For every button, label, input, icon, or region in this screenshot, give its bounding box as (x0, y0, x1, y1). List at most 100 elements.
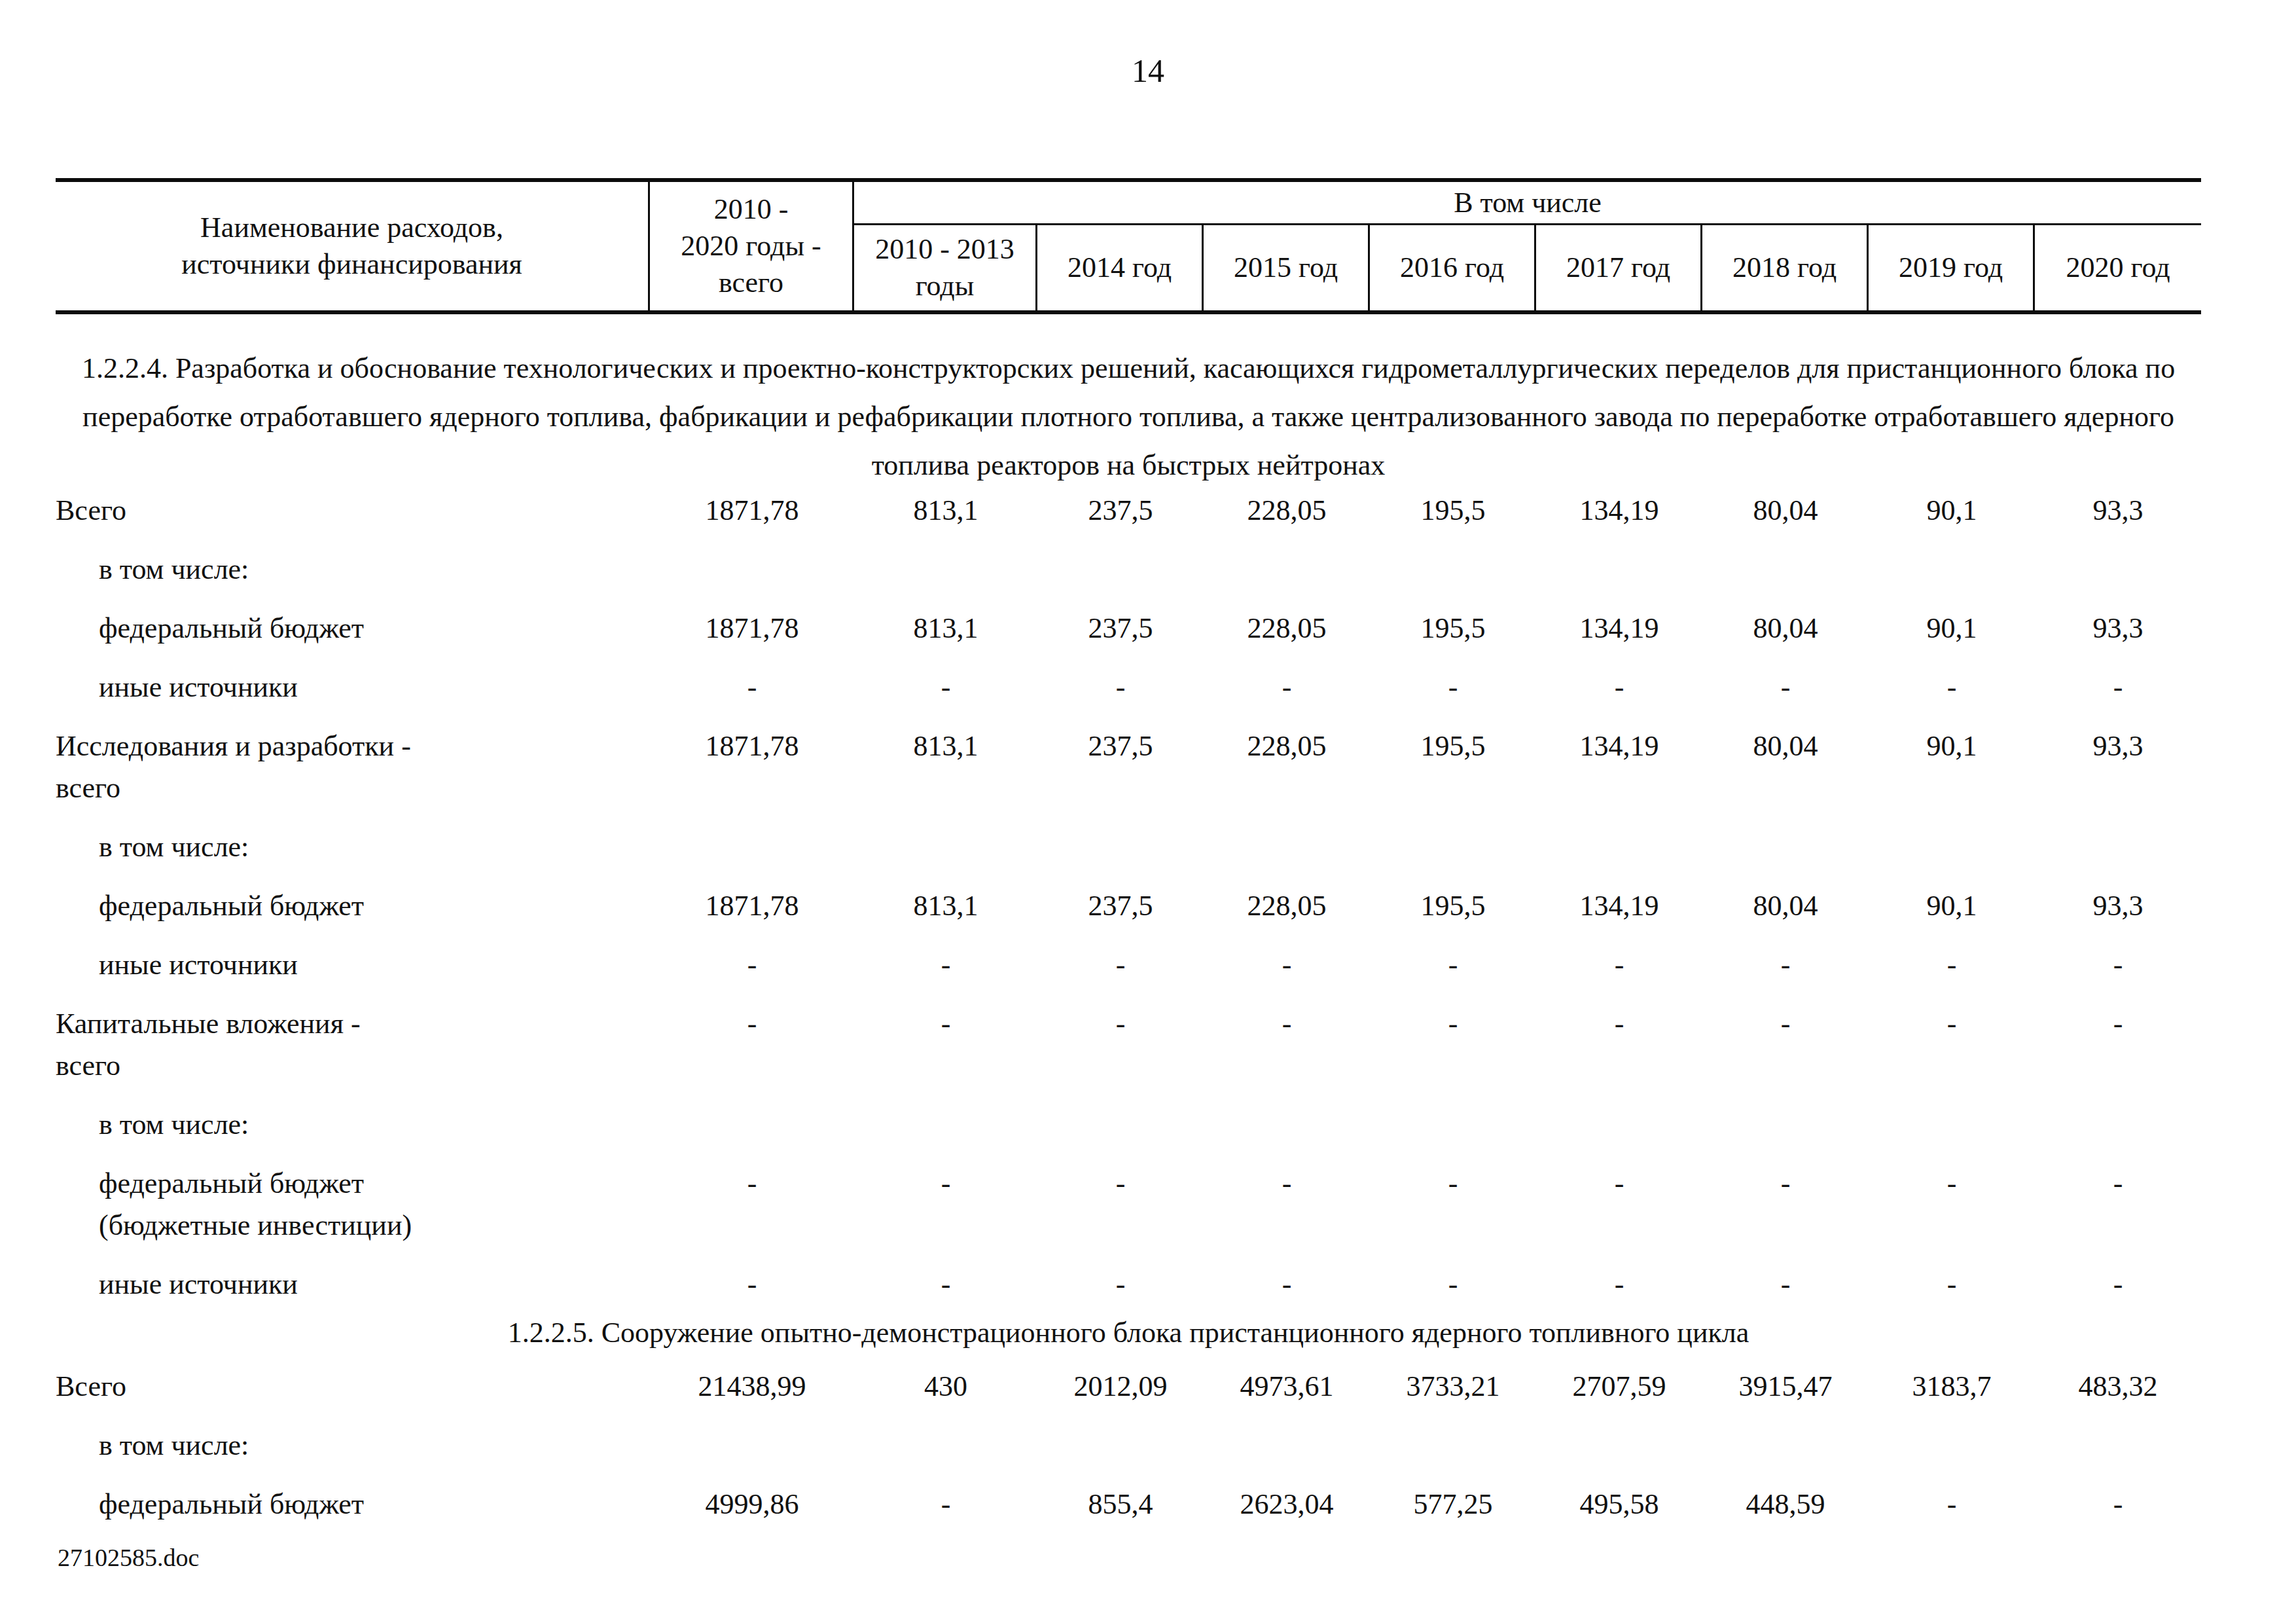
cell-value: - (650, 1163, 854, 1205)
cell-value: 195,5 (1370, 885, 1536, 927)
cell-value: - (1536, 666, 1702, 708)
page-number: 14 (0, 51, 2296, 90)
table-row: Всего 1871,78 813,1 237,5 228,05 195,5 1… (56, 490, 2201, 532)
cell-value: 80,04 (1702, 725, 1869, 767)
row-label-line: в том числе: (99, 1425, 634, 1467)
header-year-2020: 2020 год (2035, 225, 2201, 310)
row-label-line: федеральный бюджет (99, 1484, 634, 1525)
row-label: в том числе: (56, 549, 650, 591)
table-row: иные источники - - - - - - - - - (56, 666, 2201, 708)
cell-value: 1871,78 (650, 885, 854, 927)
cell-value: - (1536, 1003, 1702, 1045)
cell-value: - (1037, 944, 1204, 986)
cell-value: - (650, 944, 854, 986)
header-total-line-3: всего (719, 264, 783, 301)
cell-value: - (650, 1003, 854, 1045)
cell-value: - (2035, 1163, 2201, 1205)
cell-value: 134,19 (1536, 490, 1702, 532)
header-year-2016: 2016 год (1370, 225, 1536, 310)
cell-value: - (1536, 1264, 1702, 1305)
table-row: федеральный бюджет 1871,78 813,1 237,5 2… (56, 885, 2201, 927)
row-label-line: в том числе: (99, 826, 634, 868)
cell-value: 4999,86 (650, 1484, 854, 1525)
cell-value: - (650, 1264, 854, 1305)
table-row: Исследования и разработки - всего 1871,7… (56, 725, 2201, 809)
cell-value: 813,1 (854, 490, 1037, 532)
cell-value: - (1702, 666, 1869, 708)
row-label: в том числе: (56, 826, 650, 868)
cell-value: 93,3 (2035, 725, 2201, 767)
cell-value: 195,5 (1370, 490, 1536, 532)
cell-value: - (854, 1003, 1037, 1045)
row-label-line-2: (бюджетные инвестиции) (99, 1205, 634, 1247)
cell-value: - (1869, 666, 2035, 708)
header-year-2014: 2014 год (1037, 225, 1204, 310)
cell-value: - (1869, 944, 2035, 986)
cell-value: - (1037, 1163, 1204, 1205)
cell-value: - (854, 1163, 1037, 1205)
row-label-line: иные источники (99, 1264, 634, 1305)
cell-value: - (650, 666, 854, 708)
cell-value: - (1370, 1003, 1536, 1045)
header-name-column: Наименование расходов, источники финанси… (56, 182, 650, 310)
row-label-line: федеральный бюджет (99, 1163, 634, 1205)
header-total-column: 2010 - 2020 годы - всего (650, 182, 854, 310)
cell-value: - (1370, 666, 1536, 708)
table-row: Капитальные вложения - всего - - - - - -… (56, 1003, 2201, 1087)
table-header: Наименование расходов, источники финанси… (56, 178, 2201, 314)
cell-value: 93,3 (2035, 608, 2201, 649)
row-label-line: иные источники (99, 666, 634, 708)
cell-value: - (1702, 1163, 1869, 1205)
cell-value: 813,1 (854, 885, 1037, 927)
cell-value: 134,19 (1536, 885, 1702, 927)
cell-value: 90,1 (1869, 490, 2035, 532)
cell-value: 93,3 (2035, 885, 2201, 927)
cell-value: 228,05 (1204, 885, 1370, 927)
row-label-line-2: всего (56, 767, 634, 809)
cell-value: 237,5 (1037, 885, 1204, 927)
cell-value: - (1702, 1003, 1869, 1045)
cell-value: - (2035, 1484, 2201, 1525)
table-row: федеральный бюджет (бюджетные инвестиции… (56, 1163, 2201, 1247)
cell-value: 228,05 (1204, 608, 1370, 649)
cell-value: - (854, 666, 1037, 708)
cell-value: - (2035, 944, 2201, 986)
cell-value: - (1370, 944, 1536, 986)
cell-value: - (1536, 1163, 1702, 1205)
cell-value: - (1869, 1264, 2035, 1305)
table-row: в том числе: (56, 826, 2201, 868)
row-label-line: Капитальные вложения - (56, 1003, 634, 1045)
cell-value: 1871,78 (650, 490, 854, 532)
cell-value: - (1204, 1003, 1370, 1045)
row-label: иные источники (56, 666, 650, 708)
cell-value: 813,1 (854, 725, 1037, 767)
header-name-line-2: источники финансирования (181, 246, 522, 283)
table-body: Всего 1871,78 813,1 237,5 228,05 195,5 1… (56, 490, 2201, 1542)
table-row: в том числе: (56, 1104, 2201, 1146)
cell-value: - (854, 944, 1037, 986)
cell-value: 3915,47 (1702, 1366, 1869, 1408)
cell-value: 134,19 (1536, 608, 1702, 649)
cell-value: - (854, 1484, 1037, 1525)
cell-value: - (1702, 1264, 1869, 1305)
cell-value: 80,04 (1702, 490, 1869, 532)
row-label: Всего (56, 490, 650, 532)
cell-value: 855,4 (1037, 1484, 1204, 1525)
cell-value: 21438,99 (650, 1366, 854, 1408)
cell-value: 2012,09 (1037, 1366, 1204, 1408)
cell-value: 237,5 (1037, 725, 1204, 767)
row-label: федеральный бюджет (56, 1484, 650, 1525)
cell-value: - (1204, 1264, 1370, 1305)
cell-value: 228,05 (1204, 725, 1370, 767)
cell-value: - (1204, 1163, 1370, 1205)
cell-value: - (2035, 1003, 2201, 1045)
row-label-line: иные источники (99, 944, 634, 986)
cell-value: 483,32 (2035, 1366, 2201, 1408)
cell-value: - (1869, 1484, 2035, 1525)
cell-value: - (2035, 666, 2201, 708)
cell-value: - (1702, 944, 1869, 986)
cell-value: - (2035, 1264, 2201, 1305)
table-row: в том числе: (56, 549, 2201, 591)
cell-value: 4973,61 (1204, 1366, 1370, 1408)
cell-value: 195,5 (1370, 725, 1536, 767)
